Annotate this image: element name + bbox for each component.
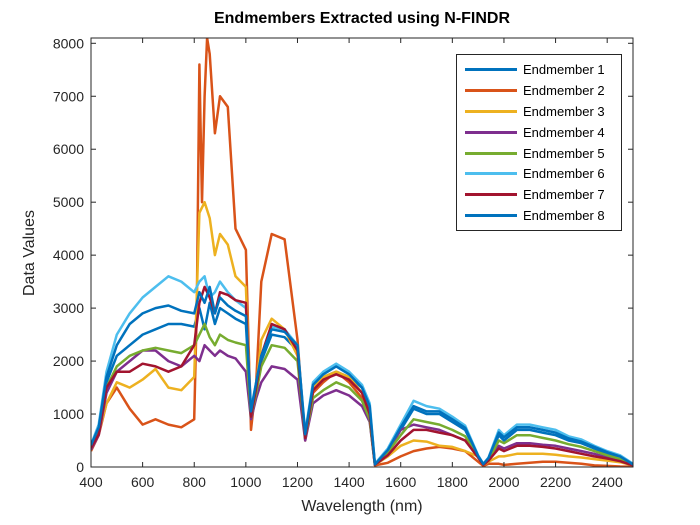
legend-label: Endmember 6 <box>523 166 605 182</box>
series-line-4 <box>91 343 633 467</box>
legend: Endmember 1 Endmember 2 Endmember 3 Endmemb… <box>456 54 622 232</box>
chart-title: Endmembers Extracted using N-FINDR <box>213 10 511 27</box>
x-tick-label: 1800 <box>437 474 468 490</box>
legend-swatch <box>465 67 517 71</box>
legend-item-2: Endmember 2 <box>457 80 621 101</box>
legend-item-7: Endmember 7 <box>457 184 621 205</box>
legend-item-5: Endmember 5 <box>457 143 621 164</box>
y-axis-label: Data Values <box>21 210 38 296</box>
legend-label: Endmember 2 <box>523 82 605 98</box>
legend-item-6: Endmember 6 <box>457 163 621 184</box>
legend-item-4: Endmember 4 <box>457 122 621 143</box>
axes-box <box>90 37 634 468</box>
y-tick-label: 4000 <box>53 247 84 263</box>
legend-label: Endmember 5 <box>523 145 605 161</box>
legend-label: Endmember 4 <box>523 124 605 140</box>
x-tick-label: 600 <box>131 474 155 490</box>
legend-label: Endmember 8 <box>523 208 605 224</box>
legend-item-1: Endmember 1 <box>457 59 621 80</box>
x-tick-label: 1400 <box>334 474 365 490</box>
series-line-6 <box>91 275 633 466</box>
legend-swatch <box>465 172 517 176</box>
y-tick-label: 2000 <box>53 353 84 369</box>
x-axis-label: Wavelength (nm) <box>301 498 423 515</box>
y-tick-label: 0 <box>76 459 84 475</box>
legend-swatch <box>465 193 517 197</box>
legend-swatch <box>465 151 517 155</box>
y-tick-label: 6000 <box>53 141 84 157</box>
x-tick-label: 1000 <box>230 474 261 490</box>
series-line-3 <box>91 200 633 467</box>
y-tick-label: 5000 <box>53 194 84 210</box>
legend-swatch <box>465 214 517 218</box>
x-tick-label: 2400 <box>592 474 623 490</box>
x-tick-label: 800 <box>183 474 207 490</box>
y-tick-label: 8000 <box>53 35 84 51</box>
y-tick-label: 7000 <box>53 88 84 104</box>
series-line-8 <box>91 285 633 466</box>
y-tick-label: 1000 <box>53 406 84 422</box>
x-tick-label: 1200 <box>282 474 313 490</box>
legend-item-3: Endmember 3 <box>457 101 621 122</box>
x-tick-label: 1600 <box>385 474 416 490</box>
x-tick-label: 2000 <box>488 474 519 490</box>
legend-swatch <box>465 130 517 134</box>
legend-label: Endmember 1 <box>523 61 605 77</box>
x-tick-label: 2200 <box>540 474 571 490</box>
legend-swatch <box>465 109 517 113</box>
legend-swatch <box>465 88 517 92</box>
legend-label: Endmember 7 <box>523 187 605 203</box>
legend-label: Endmember 3 <box>523 103 605 119</box>
legend-item-8: Endmember 8 <box>457 205 621 226</box>
y-tick-label: 3000 <box>53 300 84 316</box>
x-tick-label: 400 <box>79 474 103 490</box>
series-line-7 <box>91 285 633 467</box>
